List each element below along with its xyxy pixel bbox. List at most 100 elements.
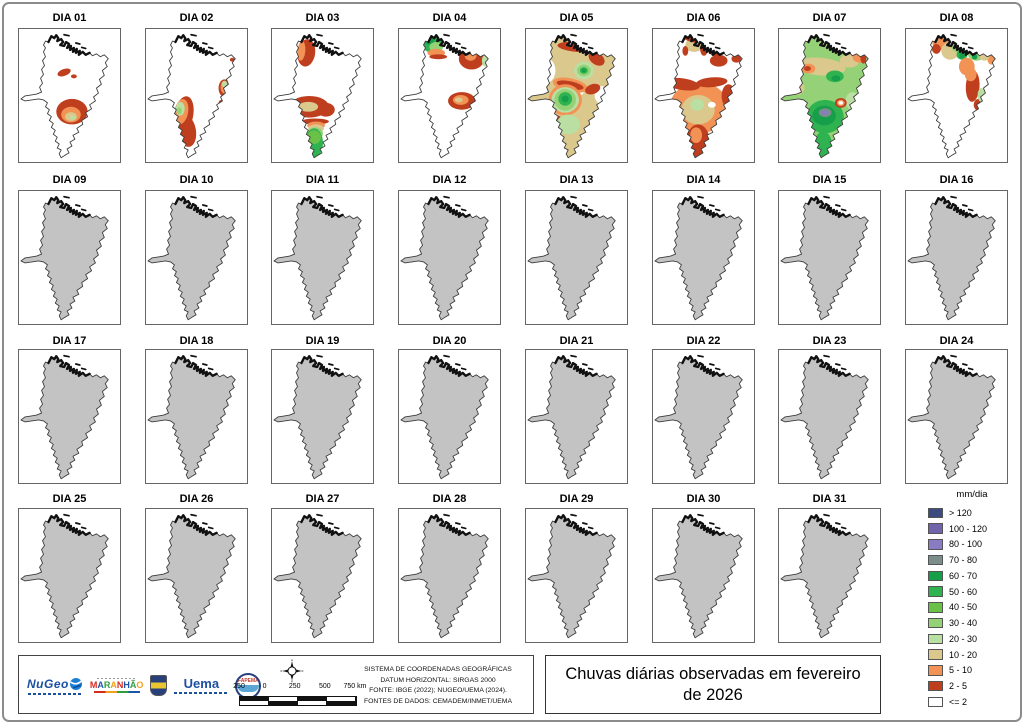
info-box: NuGeo MARANHÃO Uema F xyxy=(18,655,534,714)
legend-items: > 120 100 - 120 80 - 100 70 - 80 60 - 70 50 -… xyxy=(928,505,1016,710)
maranhao-map-shape xyxy=(147,33,236,159)
maranhao-map-shape xyxy=(527,354,616,480)
legend-swatch xyxy=(928,523,943,534)
legend-swatch xyxy=(928,602,943,613)
day-map-box xyxy=(778,349,881,484)
legend-item: 50 - 60 xyxy=(928,584,1016,600)
legend-class-label: <= 2 xyxy=(949,696,968,707)
maranhao-map-shape xyxy=(400,513,489,639)
day-map-box xyxy=(525,508,628,643)
maranhao-map-shape xyxy=(400,354,489,480)
legend-class-label: 10 - 20 xyxy=(949,649,978,660)
maranhao-map-shape xyxy=(20,354,109,480)
legend-swatch xyxy=(928,539,943,550)
scale-bar: 250 0 250 500 750 km xyxy=(233,683,366,706)
uema-logo: Uema xyxy=(174,676,229,694)
maranhao-map-shape xyxy=(20,513,109,639)
maranhao-map-shape xyxy=(654,513,743,639)
day-label: DIA 02 xyxy=(179,12,214,24)
legend-class-label: 80 - 100 xyxy=(949,539,983,550)
legend-class-label: 30 - 40 xyxy=(949,618,978,629)
maranhao-map-shape xyxy=(780,33,869,159)
day-map-box xyxy=(525,349,628,484)
day-label: DIA 29 xyxy=(559,493,594,505)
maranhao-map-shape xyxy=(20,195,109,321)
maranhao-map-shape xyxy=(654,33,743,159)
legend-swatch xyxy=(928,617,943,629)
day-map-box xyxy=(905,28,1008,163)
day-map-box xyxy=(905,349,1008,484)
day-label: DIA 20 xyxy=(432,335,467,347)
day-label: DIA 23 xyxy=(812,335,847,347)
maranhao-map-shape xyxy=(273,195,362,321)
day-map-box xyxy=(652,190,755,325)
maranhao-map-shape xyxy=(147,354,236,480)
governo-maranhao-logo: MARANHÃO xyxy=(90,677,143,694)
maranhao-map-shape xyxy=(400,33,489,159)
maranhao-map-shape xyxy=(907,354,996,480)
day-map-box xyxy=(18,508,121,643)
legend-swatch xyxy=(928,649,943,660)
day-map-box xyxy=(145,28,248,163)
maranhao-map-shape xyxy=(273,33,362,159)
credit-line: DATUM HORIZONTAL: SIRGAS 2000 xyxy=(380,676,496,684)
day-map-box xyxy=(18,190,121,325)
day-map-box xyxy=(398,28,501,163)
day-label: DIA 08 xyxy=(939,12,974,24)
scale-label: 250 xyxy=(233,683,245,690)
legend-item: <= 2 xyxy=(928,694,1016,710)
legend-title: mm/dia xyxy=(956,489,988,500)
day-label: DIA 14 xyxy=(686,174,721,186)
legend-swatch xyxy=(928,586,943,597)
nugeo-globe-icon xyxy=(69,677,82,690)
scale-bar-checker xyxy=(239,696,357,706)
figure-title: Chuvas diárias observadas em fevereiro d… xyxy=(565,664,861,704)
legend-item: 20 - 30 xyxy=(928,631,1016,647)
day-label: DIA 11 xyxy=(305,174,340,186)
legend-swatch xyxy=(928,665,943,676)
day-label: DIA 27 xyxy=(305,493,340,505)
day-map-box xyxy=(778,190,881,325)
legend-item: 2 - 5 xyxy=(928,678,1016,694)
scale-label: 750 km xyxy=(343,683,367,690)
day-label: DIA 10 xyxy=(179,174,214,186)
day-label: DIA 09 xyxy=(52,174,87,186)
uema-logo-text: Uema xyxy=(183,676,220,691)
day-map-box xyxy=(525,28,628,163)
day-map-box xyxy=(271,508,374,643)
legend-item: 60 - 70 xyxy=(928,568,1016,584)
scale-label: 0 xyxy=(262,683,267,690)
day-label: DIA 25 xyxy=(52,493,87,505)
maranhao-map-shape xyxy=(147,195,236,321)
day-map-box xyxy=(398,508,501,643)
maranhao-map-shape xyxy=(147,513,236,639)
day-map-box xyxy=(778,28,881,163)
day-label: DIA 03 xyxy=(305,12,340,24)
maranhao-map-shape xyxy=(527,195,616,321)
day-label: DIA 16 xyxy=(939,174,974,186)
maranhao-map-shape xyxy=(654,354,743,480)
day-label: DIA 24 xyxy=(939,335,974,347)
day-label: DIA 28 xyxy=(432,493,467,505)
scale-label: 500 xyxy=(318,683,331,690)
day-map-box xyxy=(525,190,628,325)
legend-item: 30 - 40 xyxy=(928,615,1016,631)
legend-swatch xyxy=(928,507,943,519)
legend-item: 70 - 80 xyxy=(928,552,1016,568)
maranhao-map-shape xyxy=(907,33,996,159)
day-label: DIA 07 xyxy=(812,12,847,24)
day-label: DIA 13 xyxy=(559,174,594,186)
maranhao-map-shape xyxy=(273,513,362,639)
map-credits: SISTEMA DE COORDENADAS GEOGRÁFICAS DATUM … xyxy=(349,665,527,708)
legend-class-label: 40 - 50 xyxy=(949,602,978,613)
day-map-box xyxy=(145,190,248,325)
maranhao-map-shape xyxy=(780,195,869,321)
day-label: DIA 21 xyxy=(559,335,594,347)
figure-title-box: Chuvas diárias observadas em fevereiro d… xyxy=(545,655,881,714)
day-label: DIA 05 xyxy=(559,12,594,24)
uema-sub-line xyxy=(174,692,229,694)
day-map-box xyxy=(145,349,248,484)
fapema-logo-text: FAPEMA xyxy=(237,678,259,684)
maranhao-map-shape xyxy=(907,195,996,321)
